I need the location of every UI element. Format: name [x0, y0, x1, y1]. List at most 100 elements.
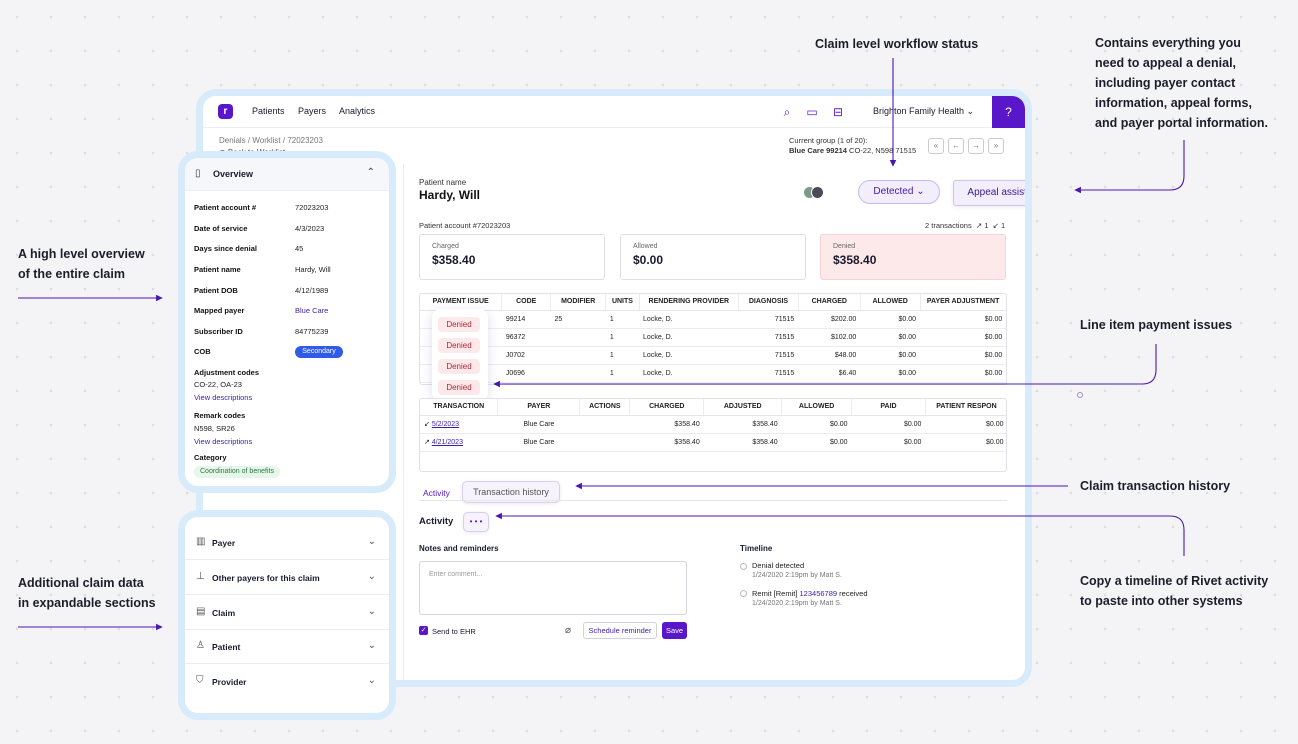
transaction-date-link[interactable]: 5/2/2023: [431, 421, 460, 428]
send-to-ehr-checkbox[interactable]: ✓: [419, 626, 428, 635]
table-cell[interactable]: [579, 433, 630, 452]
remit-link[interactable]: 123456789: [799, 589, 838, 598]
prev-page-button[interactable]: ←: [948, 138, 964, 154]
denied-badge[interactable]: Denied: [438, 359, 480, 374]
section-patient[interactable]: ♙ Patient ⌄: [185, 630, 389, 664]
chevron-down-icon[interactable]: ⌄: [367, 675, 376, 686]
column-header[interactable]: PAYMENT ISSUE: [420, 294, 503, 311]
section-label: Patient: [212, 642, 241, 652]
table-cell: Locke, D.: [639, 364, 739, 383]
column-header[interactable]: MODIFIER: [550, 294, 607, 311]
document-icon: ▤: [196, 606, 206, 617]
column-header[interactable]: ALLOWED: [860, 294, 921, 311]
chevron-down-icon[interactable]: ⌄: [367, 606, 376, 617]
nav-patients[interactable]: Patients: [252, 106, 285, 116]
column-header[interactable]: PAYER ADJUSTMENT: [920, 294, 1006, 311]
search-icon[interactable]: ⌕: [783, 105, 791, 119]
last-page-button[interactable]: »: [988, 138, 1004, 154]
rivet-logo[interactable]: r: [218, 104, 233, 119]
table-header-row: TRANSACTION PAYER ACTIONS CHARGED ADJUST…: [420, 399, 1006, 416]
table-cell: 99214: [501, 310, 551, 329]
breadcrumb[interactable]: Denials / Worklist / 72023203: [219, 136, 323, 145]
column-header[interactable]: RENDERING PROVIDER: [639, 294, 740, 311]
send-to-ehr-label[interactable]: Send to EHR: [432, 627, 476, 636]
callout-tx-history: Claim transaction history: [1080, 479, 1231, 493]
folder-icon[interactable]: ▭: [806, 105, 818, 119]
overview-header[interactable]: ▯ Overview ⌃: [185, 158, 389, 191]
save-button[interactable]: Save: [662, 622, 687, 639]
workflow-status-dropdown[interactable]: Detected ⌄: [858, 180, 940, 204]
column-header[interactable]: ADJUSTED: [703, 399, 783, 416]
denied-badge[interactable]: Denied: [438, 338, 480, 353]
copy-timeline-button[interactable]: • • •: [463, 512, 489, 532]
table-cell[interactable]: [579, 415, 630, 434]
chevron-up-icon[interactable]: ⌃: [366, 167, 375, 178]
tab-transaction-history[interactable]: Transaction history: [462, 481, 560, 503]
column-header[interactable]: ALLOWED: [781, 399, 853, 416]
callout-line: Copy a timeline of Rivet activity: [1080, 574, 1269, 588]
view-descriptions-link[interactable]: View descriptions: [194, 393, 253, 402]
comment-input[interactable]: Enter comment...: [419, 561, 687, 615]
section-other-payers[interactable]: ⊥ Other payers for this claim ⌄: [185, 561, 389, 595]
section-payer[interactable]: ▥ Payer ⌄: [185, 526, 389, 560]
table-row[interactable]: J0702 1 Locke, D. 71515 $48.00 $0.00 $0.…: [420, 346, 1007, 365]
transaction-date-link[interactable]: 4/21/2023: [431, 439, 463, 446]
callout-additional: Additional claim data in expandable sect…: [18, 573, 156, 613]
appeal-assistance-button[interactable]: Appeal assistance: [953, 180, 1025, 206]
column-header[interactable]: PA: [1006, 294, 1007, 310]
view-descriptions-link[interactable]: View descriptions: [194, 437, 253, 446]
denied-card: Denied $358.40: [820, 234, 1006, 280]
chevron-down-icon[interactable]: ⌄: [367, 536, 376, 547]
table-cell: Blue Care: [497, 415, 580, 434]
timeline-event: Remit [Remit] 123456789 received: [752, 589, 868, 598]
table-cell: 71515: [738, 346, 799, 365]
chevron-down-icon[interactable]: ⌄: [367, 640, 376, 651]
callout-line: information, appeal forms,: [1095, 96, 1252, 110]
assignee-avatars[interactable]: [803, 186, 824, 204]
table-row[interactable]: J0696 1 Locke, D. 71515 $6.40 $0.00 $0.0…: [420, 364, 1006, 383]
column-header[interactable]: CODE: [501, 294, 552, 311]
section-provider[interactable]: ⛉ Provider ⌄: [185, 665, 389, 699]
group-name: Blue Care 99214 CO-22, N598 71515: [789, 146, 916, 155]
paperclip-icon[interactable]: ⌀: [565, 625, 572, 636]
column-header[interactable]: CHARGED: [798, 294, 861, 311]
column-header[interactable]: ACTIONS: [579, 399, 631, 416]
tx-direction-icon: ↙: [424, 421, 430, 428]
nav-payers[interactable]: Payers: [298, 106, 327, 116]
column-header[interactable]: PAID: [851, 399, 926, 416]
tab-activity[interactable]: Activity: [423, 488, 450, 498]
table-row[interactable]: 99214 25 1 Locke, D. 71515 $202.00 $0.00…: [420, 310, 1006, 329]
inbox-icon[interactable]: ⊟: [832, 105, 844, 119]
table-cell: $0.00: [925, 433, 1006, 452]
table-row[interactable]: 96372 1 Locke, D. 71515 $102.00 $0.00 $0…: [420, 328, 1006, 347]
schedule-reminder-button[interactable]: Schedule reminder: [583, 622, 657, 639]
table-cell: 25: [550, 310, 606, 329]
timeline-dot: [740, 590, 747, 597]
column-header[interactable]: TRANSACTION: [420, 399, 499, 416]
section-label: Payer: [212, 538, 236, 548]
column-header[interactable]: UNITS: [605, 294, 640, 311]
table-row[interactable]: ↗ 4/21/2023 Blue Care $358.40 $358.40 $0…: [420, 433, 1006, 452]
column-header[interactable]: PATIENT RESPON: [925, 399, 1006, 416]
chevron-down-icon[interactable]: ⌄: [367, 571, 376, 582]
column-header[interactable]: PAYER: [497, 399, 581, 416]
table-cell: [1006, 346, 1007, 364]
denied-badge[interactable]: Denied: [438, 380, 480, 395]
table-cell: $0.00: [851, 415, 926, 434]
callout-line: Contains everything you: [1095, 36, 1241, 50]
nav-analytics[interactable]: Analytics: [339, 106, 376, 116]
mapped-payer-link[interactable]: Blue Care: [295, 306, 329, 315]
field-value: 72023203: [295, 203, 329, 212]
organization-selector[interactable]: Brighton Family Health ⌄: [873, 106, 975, 116]
timeline-dot: [740, 563, 747, 570]
table-row[interactable]: ↙ 5/2/2023 Blue Care $358.40 $358.40 $0.…: [420, 415, 1006, 434]
next-page-button[interactable]: →: [968, 138, 984, 154]
column-header[interactable]: CHARGED: [629, 399, 705, 416]
denied-badge[interactable]: Denied: [438, 317, 480, 332]
help-icon[interactable]: ?: [992, 96, 1025, 128]
section-claim[interactable]: ▤ Claim ⌄: [185, 596, 389, 630]
amount-value: $358.40: [432, 253, 476, 267]
section-label: Provider: [212, 677, 247, 687]
first-page-button[interactable]: «: [928, 138, 944, 154]
column-header[interactable]: DIAGNOSIS: [738, 294, 799, 311]
